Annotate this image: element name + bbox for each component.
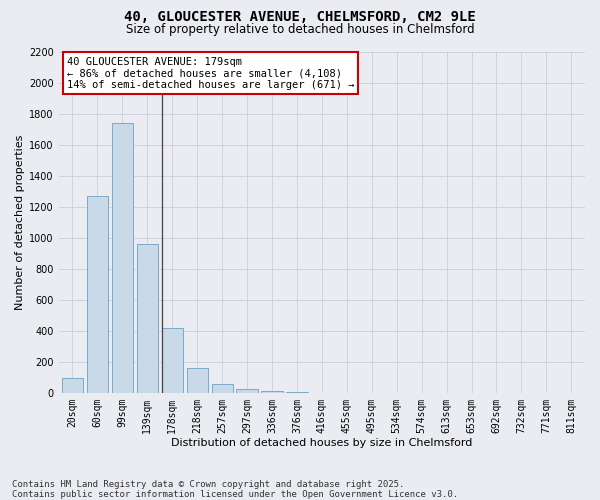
- Text: 40, GLOUCESTER AVENUE, CHELMSFORD, CM2 9LE: 40, GLOUCESTER AVENUE, CHELMSFORD, CM2 9…: [124, 10, 476, 24]
- Bar: [212, 384, 233, 393]
- Bar: [262, 391, 283, 393]
- Bar: [112, 123, 133, 393]
- Bar: [286, 392, 308, 393]
- Text: Contains HM Land Registry data © Crown copyright and database right 2025.
Contai: Contains HM Land Registry data © Crown c…: [12, 480, 458, 499]
- Y-axis label: Number of detached properties: Number of detached properties: [15, 134, 25, 310]
- Bar: [87, 196, 108, 393]
- Bar: [236, 388, 257, 393]
- Text: Size of property relative to detached houses in Chelmsford: Size of property relative to detached ho…: [125, 22, 475, 36]
- Bar: [161, 328, 183, 393]
- Bar: [62, 378, 83, 393]
- Bar: [137, 244, 158, 393]
- Bar: [187, 368, 208, 393]
- X-axis label: Distribution of detached houses by size in Chelmsford: Distribution of detached houses by size …: [171, 438, 473, 448]
- Text: 40 GLOUCESTER AVENUE: 179sqm
← 86% of detached houses are smaller (4,108)
14% of: 40 GLOUCESTER AVENUE: 179sqm ← 86% of de…: [67, 56, 354, 90]
